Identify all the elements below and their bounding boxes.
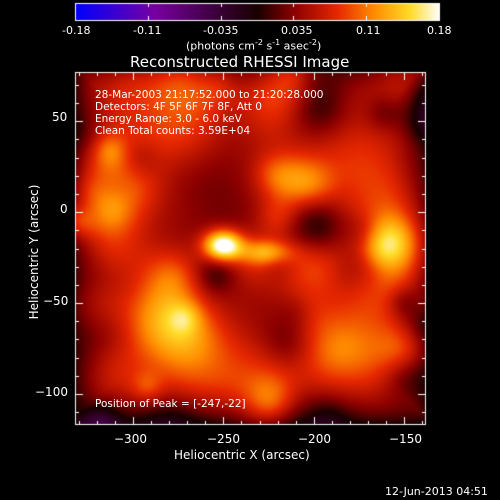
y-tick-m50: −50: [43, 294, 69, 308]
colorbar-tick-2: -0.11: [133, 24, 162, 37]
units-exp-1: -2: [254, 38, 263, 47]
colorbar-tick-6: 0.18: [427, 24, 452, 37]
peak-position-label: Position of Peak = [-247,-22]: [95, 398, 246, 410]
y-tick-m100: −100: [35, 385, 68, 399]
x-tick-m250: −250: [207, 432, 240, 446]
x-tick-m300: −300: [114, 432, 147, 446]
info-line-time: 28-Mar-2003 21:17:52.000 to 21:20:28.000: [95, 89, 324, 101]
y-tick-50: 50: [52, 110, 68, 124]
colorbar-tick-5: 0.11: [356, 24, 381, 37]
colorbar-tick-1: -0.18: [62, 24, 91, 37]
units-text-4: ): [316, 39, 322, 53]
info-line-detectors: Detectors: 4F 5F 6F 7F 8F, Att 0: [95, 101, 262, 113]
info-line-energy: Energy Range: 3.0 - 6.0 keV: [95, 113, 242, 125]
x-tick-m200: −200: [298, 432, 331, 446]
units-text-1: (photons cm: [186, 39, 255, 53]
footer-date: 12-Jun-2013 04:51: [385, 485, 488, 498]
y-axis-label: Heliocentric Y (arcsec): [27, 184, 41, 320]
colorbar-tick-3: -0.035: [203, 24, 239, 37]
x-axis-label: Heliocentric X (arcsec): [174, 448, 310, 462]
plot-title: Reconstructed RHESSI Image: [130, 53, 350, 71]
y-tick-0: 0: [60, 202, 68, 216]
colorbar-units: (photons cm-2 s-1 asec-2): [186, 38, 321, 53]
x-tick-m150: −150: [389, 432, 422, 446]
units-text-2: s: [262, 39, 273, 53]
units-exp-2: -1: [272, 38, 281, 47]
info-line-counts: Clean Total counts: 3.59E+04: [95, 125, 251, 137]
units-exp-3: -2: [308, 38, 317, 47]
units-text-3: asec: [280, 39, 309, 53]
colorbar-tick-4: 0.035: [281, 24, 313, 37]
